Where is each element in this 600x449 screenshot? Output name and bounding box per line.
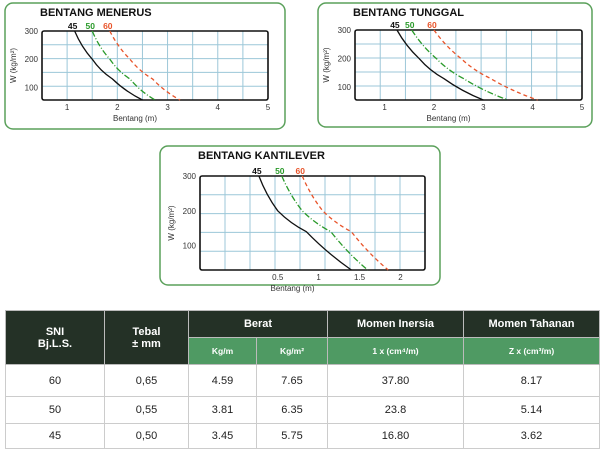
x-tick-label: 2 [115, 103, 120, 112]
subheader-kgm2: Kg/m² [256, 337, 328, 365]
x-tick-label: 5 [580, 103, 585, 112]
series-label-60: 60 [296, 166, 306, 176]
cell-tebal: 0,65 [104, 364, 189, 397]
subheader-kgm: Kg/m [188, 337, 257, 365]
x-tick-label: 3 [481, 103, 486, 112]
y-tick-label: 300 [183, 172, 197, 181]
chart-title: BENTANG MENERUS [40, 7, 152, 19]
plot-border [41, 30, 269, 101]
x-tick-label: 1.5 [354, 273, 366, 282]
series-line-45 [74, 30, 143, 101]
y-tick-label: 300 [25, 27, 39, 36]
cell-ix: 23.8 [327, 396, 464, 424]
cell-tebal: 0,55 [104, 396, 189, 424]
y-tick-label: 100 [25, 83, 39, 92]
cell-kgm: 4.59 [188, 364, 257, 397]
series-line-60 [433, 29, 538, 101]
y-tick-label: 200 [338, 55, 352, 64]
header-sni: SNI Bj.L.S. [5, 310, 105, 365]
cell-zx: 8.17 [463, 364, 600, 397]
chart-title: BENTANG KANTILEVER [198, 150, 325, 162]
series-line-50 [281, 175, 369, 271]
plot-border [354, 29, 583, 101]
chart-title: BENTANG TUNGGAL [353, 7, 464, 19]
cell-ix: 37.80 [327, 364, 464, 397]
cell-zx: 5.14 [463, 396, 600, 424]
x-tick-label: 1 [316, 273, 321, 282]
plot-border [199, 175, 426, 271]
series-label-60: 60 [103, 21, 113, 31]
subheader-zx: Z x (cm³/m) [463, 337, 600, 365]
series-label-45: 45 [68, 21, 78, 31]
y-axis-label: W (kg/m²) [322, 47, 331, 82]
panel-frame [4, 2, 286, 130]
x-axis-label: Bentang (m) [270, 284, 314, 293]
series-label-60: 60 [427, 20, 437, 30]
series-label-50: 50 [275, 166, 285, 176]
header-berat: Berat [188, 310, 328, 338]
cell-kgm2: 6.35 [256, 396, 328, 424]
header-tebal: Tebal ± mm [104, 310, 189, 365]
header-momen-tahanan: Momen Tahanan [463, 310, 600, 338]
panel-frame [317, 2, 593, 128]
table-row: 50 0,55 3.81 6.35 23.8 5.14 [5, 396, 600, 424]
y-tick-label: 100 [338, 83, 352, 92]
specification-table: SNI Bj.L.S. Tebal ± mm Berat Momen Inersia… [5, 310, 600, 449]
x-tick-label: 5 [266, 103, 271, 112]
series-line-50 [91, 30, 156, 101]
cell-kgm2: 7.65 [256, 364, 328, 397]
x-tick-label: 3 [165, 103, 170, 112]
x-tick-label: 1 [382, 103, 387, 112]
x-tick-label: 0.5 [272, 273, 284, 282]
y-tick-label: 100 [183, 242, 197, 251]
table-row: 60 0,65 4.59 7.65 37.80 8.17 [5, 364, 600, 397]
y-tick-label: 200 [183, 207, 197, 216]
x-tick-label: 1 [65, 103, 70, 112]
x-tick-label: 4 [530, 103, 535, 112]
x-tick-label: 2 [432, 103, 437, 112]
series-line-60 [301, 175, 389, 271]
header-momen-inersia: Momen Inersia [327, 310, 464, 338]
cell-sni: 60 [5, 364, 105, 397]
y-tick-label: 300 [338, 26, 352, 35]
y-axis-label: W (kg/m²) [167, 205, 176, 240]
chart-panel-3: BENTANG KANTILEVER 0.5 1 1.5 2 100 200 300 Benta… [159, 145, 441, 293]
x-axis-label: Bentang (m) [426, 114, 470, 123]
cell-kgm: 3.81 [188, 396, 257, 424]
y-tick-label: 200 [25, 55, 39, 64]
x-tick-label: 2 [398, 273, 403, 282]
series-line-60 [109, 30, 181, 101]
subheader-ix: 1 x (cm⁴/m) [327, 337, 464, 365]
series-line-45 [258, 175, 352, 271]
cell-sni: 50 [5, 396, 105, 424]
series-label-45: 45 [252, 166, 262, 176]
x-axis-label: Bentang (m) [113, 114, 157, 123]
y-axis-label: W (kg/m²) [9, 48, 18, 83]
series-line-45 [396, 29, 484, 101]
series-label-45: 45 [390, 20, 400, 30]
x-tick-label: 4 [216, 103, 221, 112]
series-line-50 [411, 29, 509, 101]
series-label-50: 50 [405, 20, 415, 30]
series-label-50: 50 [85, 21, 95, 31]
